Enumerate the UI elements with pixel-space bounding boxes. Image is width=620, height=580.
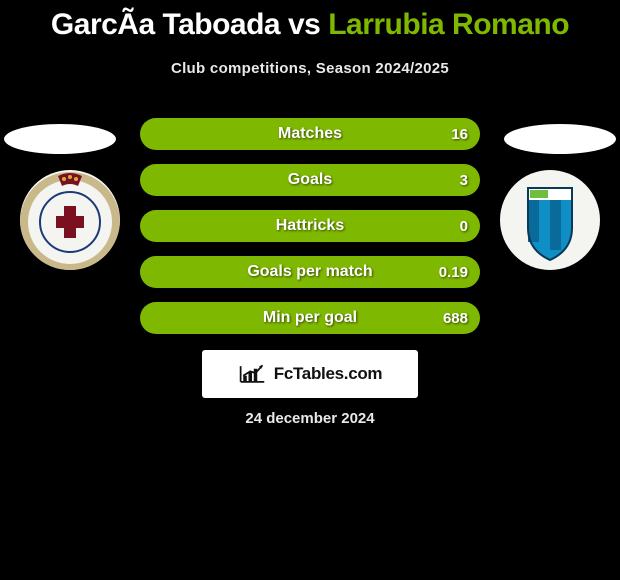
date-label: 24 december 2024	[0, 410, 620, 427]
stat-row: Matches 16	[140, 118, 480, 150]
vs-label: vs	[288, 8, 320, 41]
stat-row: Hattricks 0	[140, 210, 480, 242]
stat-label: Min per goal	[140, 302, 480, 334]
stat-pill: Goals 3	[140, 164, 480, 196]
stat-value-right: 3	[460, 164, 468, 196]
stat-pill: Matches 16	[140, 118, 480, 150]
subtitle: Club competitions, Season 2024/2025	[0, 60, 620, 77]
watermark-text: FcTables.com	[274, 364, 383, 384]
stat-pill: Hattricks 0	[140, 210, 480, 242]
stat-label: Goals per match	[140, 256, 480, 288]
stat-value-right: 688	[443, 302, 468, 334]
page-title: GarcÃ­a Taboada vs Larrubia Romano	[0, 0, 620, 42]
stat-label: Matches	[140, 118, 480, 150]
stat-pill: Min per goal 688	[140, 302, 480, 334]
stat-value-right: 0.19	[439, 256, 468, 288]
stat-value-right: 16	[451, 118, 468, 150]
stat-label: Hattricks	[140, 210, 480, 242]
stat-row: Min per goal 688	[140, 302, 480, 334]
stat-pill: Goals per match 0.19	[140, 256, 480, 288]
stat-row: Goals per match 0.19	[140, 256, 480, 288]
stat-row: Goals 3	[140, 164, 480, 196]
player2-name: Larrubia Romano	[328, 8, 569, 41]
stat-label: Goals	[140, 164, 480, 196]
stat-value-right: 0	[460, 210, 468, 242]
player1-name: GarcÃ­a Taboada	[51, 8, 280, 41]
chart-icon	[238, 363, 266, 385]
stats-container: Matches 16 Goals 3 Hattricks 0 Goals per…	[0, 118, 620, 348]
watermark: FcTables.com	[202, 350, 418, 398]
